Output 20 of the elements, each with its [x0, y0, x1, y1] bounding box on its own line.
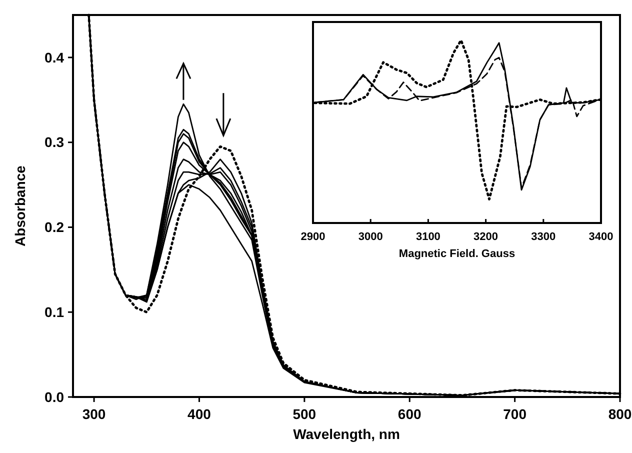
- y-tick-label: 0.1: [44, 304, 64, 320]
- y-tick-label: 0.0: [44, 388, 64, 405]
- x-tick-label: 600: [398, 406, 422, 422]
- y-axis-title: Absorbance: [12, 165, 28, 246]
- x-tick-label: 3400: [588, 231, 614, 243]
- x-tick-label: 400: [188, 406, 212, 422]
- x-tick-label: 3100: [416, 231, 440, 243]
- y-tick-label: 0.2: [44, 219, 64, 236]
- x-tick-label: 800: [608, 406, 632, 422]
- x-tick-label: 700: [503, 406, 527, 422]
- x-tick-label: 3000: [358, 231, 383, 243]
- x-tick-label: 300: [82, 406, 106, 422]
- x-axis-title: Wavelength, nm: [293, 426, 400, 442]
- x-tick-label: 500: [292, 406, 316, 422]
- x-tick-label: 3200: [474, 231, 498, 243]
- x-axis-title: Magnetic Field. Gauss: [398, 248, 516, 260]
- x-tick-label: 3300: [531, 231, 556, 243]
- x-tick-label: 2900: [300, 231, 326, 243]
- y-tick-label: 0.4: [44, 49, 64, 66]
- y-tick-label: 0.3: [44, 134, 64, 150]
